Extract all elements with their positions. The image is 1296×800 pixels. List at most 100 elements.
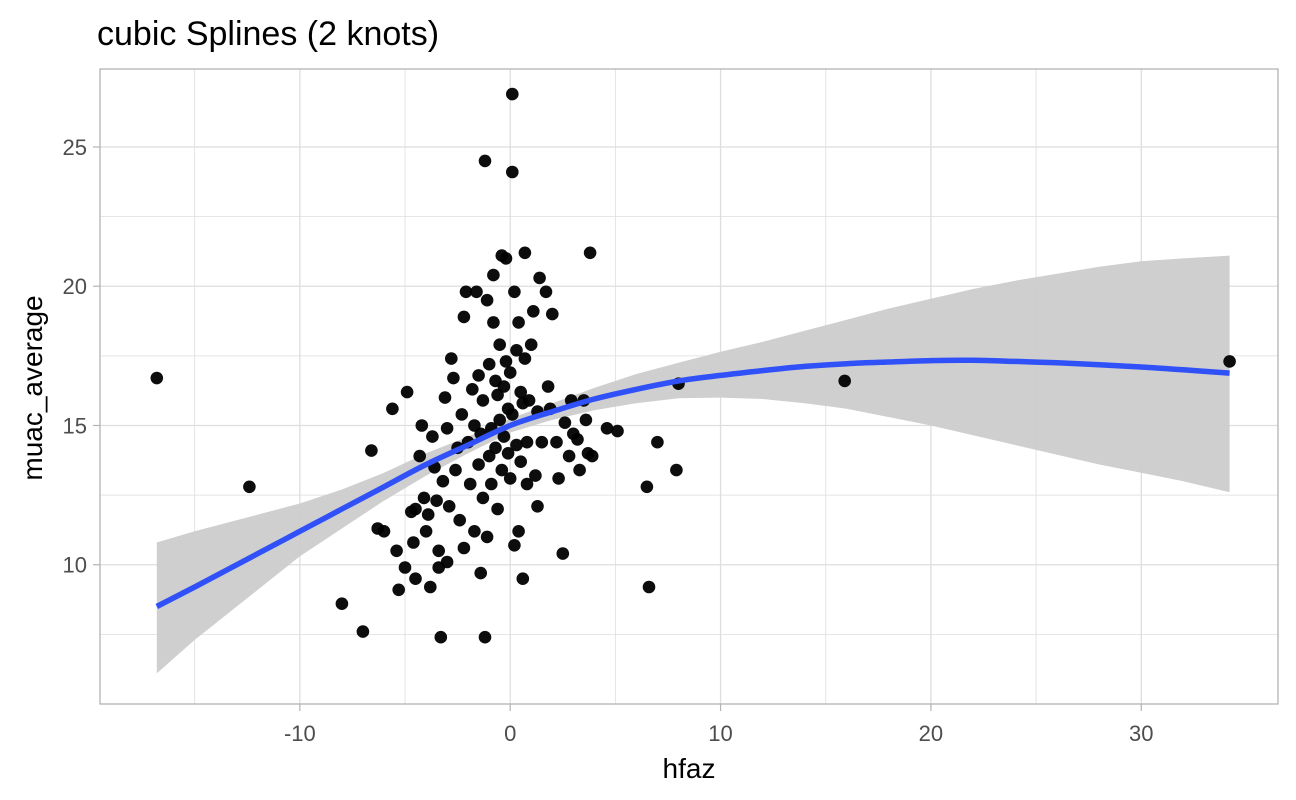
data-point: [476, 394, 490, 407]
data-point: [447, 371, 460, 385]
data-point: [506, 165, 519, 179]
data-point: [415, 419, 429, 432]
data-point: [499, 355, 513, 368]
data-point: [558, 416, 572, 430]
x-axis-ticks: -10 0 10 20 30: [284, 704, 1154, 746]
data-point: [409, 502, 422, 516]
data-point: [499, 252, 513, 265]
data-point: [440, 555, 454, 569]
data-point: [449, 463, 462, 477]
data-point: [520, 435, 534, 449]
data-point: [579, 413, 593, 427]
data-point: [400, 385, 414, 399]
data-point: [470, 285, 483, 299]
y-tick-label: 20: [63, 274, 87, 299]
data-point: [541, 380, 555, 393]
data-point: [497, 380, 511, 393]
y-axis-ticks: 10 15 20 25: [63, 135, 100, 578]
data-point: [392, 583, 406, 597]
data-point: [457, 310, 471, 324]
chart-title: cubic Splines (2 knots): [97, 15, 439, 53]
data-point: [474, 566, 488, 580]
data-point: [468, 525, 481, 538]
data-point: [518, 352, 532, 365]
data-point: [485, 477, 498, 491]
data-point: [440, 422, 454, 435]
data-point: [436, 474, 450, 488]
data-point: [573, 463, 586, 477]
data-point: [438, 391, 452, 404]
data-point: [424, 580, 437, 594]
data-point: [455, 408, 469, 421]
data-point: [514, 455, 527, 469]
data-point: [442, 500, 456, 513]
data-point: [495, 463, 509, 477]
data-point: [390, 544, 403, 558]
data-point: [377, 525, 391, 538]
data-point: [600, 422, 614, 435]
data-point: [463, 477, 477, 491]
data-point: [556, 547, 570, 560]
data-point: [531, 500, 544, 513]
data-point: [510, 344, 523, 357]
data-point: [432, 544, 446, 558]
data-point: [413, 449, 427, 463]
data-point: [527, 305, 540, 318]
data-point: [493, 413, 507, 427]
data-point: [480, 530, 494, 544]
data-point: [506, 87, 519, 101]
x-tick-label: 10: [708, 721, 732, 746]
data-point: [489, 441, 502, 455]
data-point: [453, 513, 467, 527]
data-point: [398, 561, 412, 574]
panel-border: [99, 68, 1279, 705]
data-point: [514, 385, 527, 399]
data-point: [510, 438, 523, 452]
x-tick-label: -10: [284, 721, 316, 746]
data-points: [150, 87, 1236, 644]
data-point: [546, 307, 559, 321]
data-point: [501, 447, 515, 460]
data-point: [445, 352, 458, 365]
data-point: [838, 374, 851, 388]
x-axis-label: hfaz: [663, 753, 716, 784]
data-point: [421, 508, 435, 521]
data-point: [335, 597, 349, 610]
data-point: [472, 458, 485, 471]
data-point: [529, 469, 542, 482]
y-axis-label: muac_average: [17, 295, 48, 480]
data-point: [478, 630, 492, 644]
data-point: [550, 435, 563, 449]
data-point: [478, 154, 492, 168]
data-point: [434, 630, 448, 644]
data-point: [386, 402, 399, 416]
data-point: [407, 536, 420, 549]
data-point: [533, 271, 546, 285]
data-point: [522, 394, 536, 407]
data-point: [476, 491, 490, 505]
data-point: [493, 338, 507, 352]
data-point: [419, 525, 433, 538]
data-point: [539, 285, 553, 299]
data-point: [409, 572, 422, 585]
data-point: [480, 293, 494, 307]
x-tick-label: 20: [919, 721, 943, 746]
data-point: [583, 246, 597, 260]
data-point: [426, 430, 439, 443]
y-tick-label: 25: [63, 135, 87, 160]
data-point: [651, 435, 664, 449]
data-point: [482, 357, 496, 371]
data-point: [508, 539, 521, 552]
data-point: [430, 494, 443, 508]
data-point: [508, 285, 521, 299]
fit-line: [155, 357, 1230, 609]
data-point: [571, 433, 584, 446]
data-point: [487, 268, 500, 282]
data-point: [516, 572, 530, 585]
data-point: [670, 463, 683, 477]
data-point: [466, 383, 479, 396]
data-point: [472, 369, 485, 382]
data-point: [503, 366, 517, 379]
data-point: [150, 371, 164, 385]
